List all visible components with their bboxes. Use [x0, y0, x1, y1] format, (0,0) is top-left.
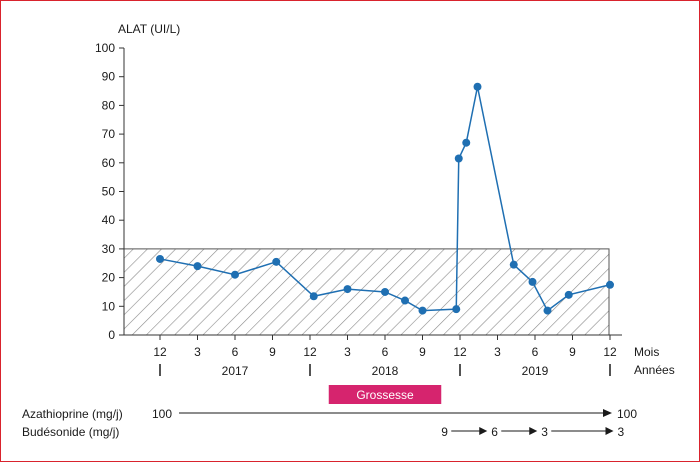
alat-line [159, 86, 611, 312]
x-tick-label: 12 [303, 345, 317, 359]
x-tick-label: 12 [603, 345, 617, 359]
year-label: 2017 [222, 364, 249, 378]
budesonide-arrow-head [605, 427, 614, 435]
x-unit-years-label: Années [634, 363, 675, 377]
y-tick-label: 60 [102, 156, 116, 170]
y-tick-label: 40 [102, 213, 116, 227]
normal-range-band [123, 248, 610, 336]
budesonide-dose-value: 3 [541, 425, 548, 439]
x-tick-label: 9 [419, 345, 426, 359]
alat-point [418, 306, 427, 315]
x-tick-label: 9 [269, 345, 276, 359]
year-label: 2018 [372, 364, 399, 378]
y-tick-label: 70 [102, 127, 116, 141]
budesonide-arrow-head [529, 427, 538, 435]
budesonide-dose-value: 3 [618, 425, 625, 439]
alat-point [401, 296, 409, 305]
alat-point [452, 305, 461, 314]
budesonide-dose-value: 9 [441, 425, 448, 439]
budesonide-arrow-head [479, 427, 488, 435]
x-tick-label: 12 [153, 345, 167, 359]
x-unit-months-label: Mois [634, 345, 659, 359]
y-tick-label: 50 [102, 185, 116, 199]
pregnancy-bar [328, 385, 442, 404]
x-tick-label: 6 [532, 345, 539, 359]
alat-point [606, 280, 614, 289]
alat-point [543, 306, 552, 315]
azathioprine-end-value: 100 [617, 407, 637, 421]
x-tick-label: 12 [453, 345, 467, 359]
alat-point [193, 262, 202, 271]
budesonide-label: Budésonide (mg/j) [22, 425, 119, 439]
alat-point [156, 254, 164, 263]
alat-point [454, 154, 463, 163]
y-tick-label: 20 [102, 271, 116, 285]
alat-point [272, 257, 281, 266]
budesonide-dose-value: 6 [491, 425, 498, 439]
alat-point [343, 285, 352, 294]
alat-point [528, 277, 537, 286]
alat-point [462, 138, 471, 147]
alat-point [473, 82, 482, 91]
x-tick-label: 6 [232, 345, 239, 359]
year-label: 2019 [522, 364, 549, 378]
alat-point [509, 260, 518, 269]
alat-point [564, 290, 573, 299]
y-tick-label: 30 [102, 242, 116, 256]
alat-point [381, 287, 389, 296]
x-tick-label: 3 [344, 345, 351, 359]
y-tick-label: 100 [95, 41, 115, 55]
alat-point [309, 292, 318, 301]
y-tick-label: 90 [102, 70, 116, 84]
alat-point [231, 270, 239, 279]
y-tick-label: 80 [102, 98, 116, 112]
y-tick-label: 0 [108, 328, 115, 342]
x-tick-label: 3 [494, 345, 501, 359]
x-tick-label: 6 [382, 345, 389, 359]
y-axis-label: ALAT (UI/L) [118, 22, 180, 36]
azathioprine-arrow-head [603, 409, 612, 417]
x-tick-label: 9 [569, 345, 576, 359]
y-tick-label: 10 [102, 299, 116, 313]
azathioprine-start-value: 100 [152, 407, 172, 421]
azathioprine-label: Azathioprine (mg/j) [22, 407, 123, 421]
pregnancy-label: Grossesse [356, 388, 414, 402]
x-tick-label: 3 [194, 345, 201, 359]
